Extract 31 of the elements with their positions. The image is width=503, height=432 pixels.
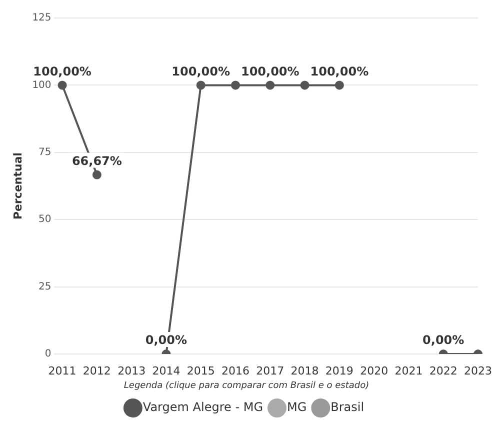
y-tick-label: 125 <box>32 12 52 24</box>
data-label: 100,00% <box>172 64 230 78</box>
y-tick-label: 75 <box>38 146 52 158</box>
x-tick-label: 2018 <box>290 364 319 378</box>
x-tick-label: 2019 <box>325 364 354 378</box>
x-tick-label: 2013 <box>118 364 146 378</box>
data-label: 100,00% <box>240 64 300 78</box>
x-tick-label: 2015 <box>186 364 215 378</box>
x-tick-label: 2017 <box>256 364 284 378</box>
y-tick-label: 25 <box>38 281 52 292</box>
y-tick-label: 50 <box>38 214 52 226</box>
y-tick-label: 0 <box>44 348 52 360</box>
x-tick-label: 2021 <box>394 364 423 378</box>
x-tick-label: 2016 <box>222 364 250 378</box>
legend-label: MG <box>286 400 307 414</box>
x-tick-label: 2014 <box>152 364 180 378</box>
data-label: 0,00% <box>145 333 188 348</box>
x-tick-label: 2020 <box>360 364 388 378</box>
y-axis-title: Percentual <box>11 152 24 220</box>
data-label: 66,67% <box>72 154 122 168</box>
y-tick-label: 100 <box>32 80 52 91</box>
x-tick-label: 2023 <box>464 364 492 378</box>
x-tick-label: 2012 <box>82 364 111 378</box>
legend-label: Brasil <box>330 400 364 414</box>
data-label: 100,00% <box>33 64 92 78</box>
data-label: 100,00% <box>310 64 369 78</box>
x-tick-label: 2011 <box>48 364 76 378</box>
legend-label: Vargem Alegre - MG <box>142 400 263 414</box>
data-label: 0,00% <box>422 333 464 348</box>
legend-title: Legenda (clique para comparar com Brasil e o estado) <box>124 381 370 392</box>
x-tick-label: 2022 <box>429 364 458 378</box>
